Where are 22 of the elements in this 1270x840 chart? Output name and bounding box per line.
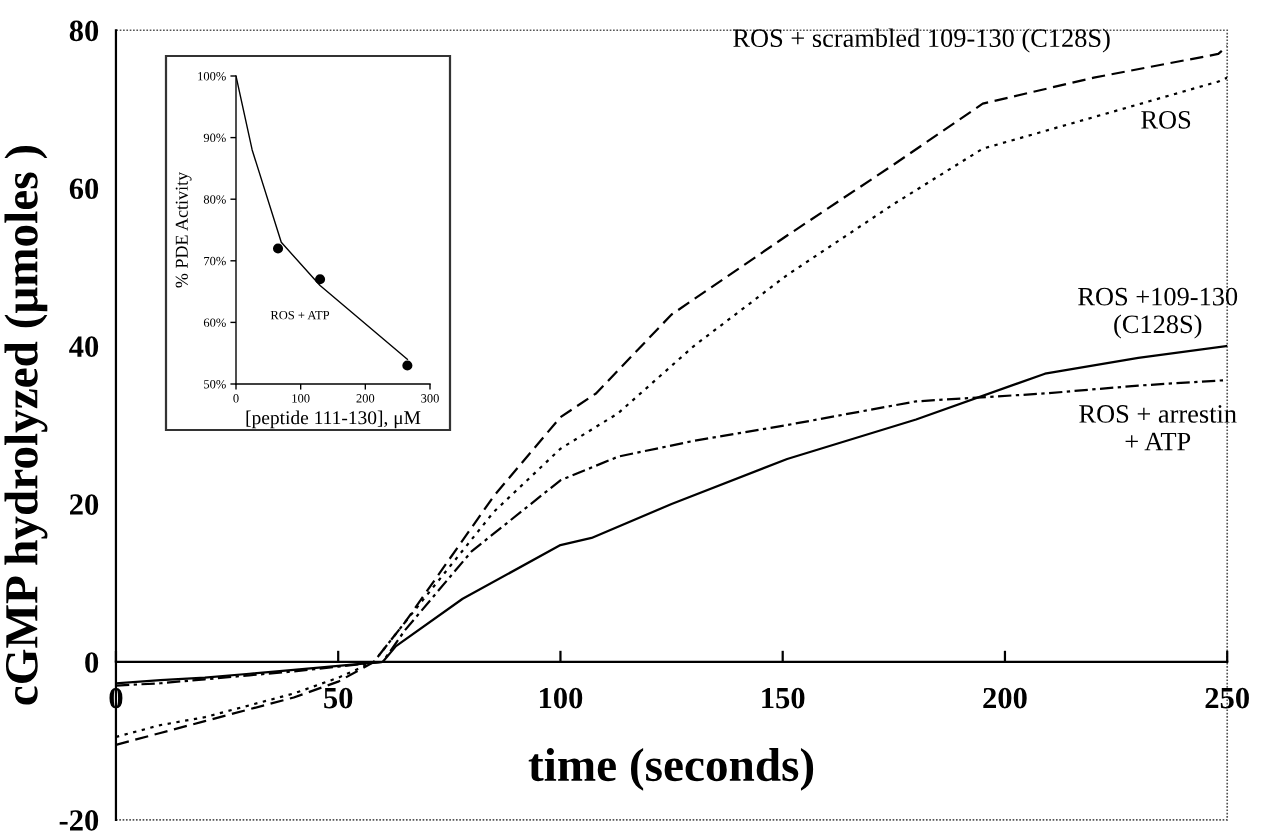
point bbox=[315, 274, 326, 285]
point bbox=[272, 243, 284, 254]
x-tick-label: 150 bbox=[762, 687, 805, 709]
x-tick-label: 50 bbox=[324, 687, 353, 709]
x-tick-label: 100 bbox=[539, 687, 583, 709]
y-tick-label: 60 bbox=[69, 178, 99, 200]
series-label: ROS +109-130 (C128S) bbox=[1078, 287, 1238, 339]
y-axis-title: % PDE Activity bbox=[175, 171, 192, 288]
y-tick-label: 20 bbox=[70, 494, 99, 515]
series-label: ROS + arrestin + ATP bbox=[1079, 405, 1237, 451]
point bbox=[402, 360, 413, 371]
series-label: ROS bbox=[1141, 110, 1191, 129]
y-tick-label: 0 bbox=[85, 652, 99, 673]
x-axis-title: time (seconds) bbox=[528, 747, 814, 791]
y-axis-title: cGMP hydrolyzed (μmoles ) bbox=[4, 145, 48, 705]
x-tick-label: 250 bbox=[1205, 687, 1249, 709]
y-tick-label: 80 bbox=[69, 20, 99, 42]
y-tick-label: -20 bbox=[59, 810, 99, 831]
x-tick-label: 200 bbox=[983, 687, 1027, 709]
y-tick-label: 40 bbox=[69, 336, 99, 357]
x-axis-title: [peptide 111-130], μM bbox=[246, 410, 421, 429]
series-label: ROS + scrambled 109-130 (C128S) bbox=[733, 28, 1110, 53]
